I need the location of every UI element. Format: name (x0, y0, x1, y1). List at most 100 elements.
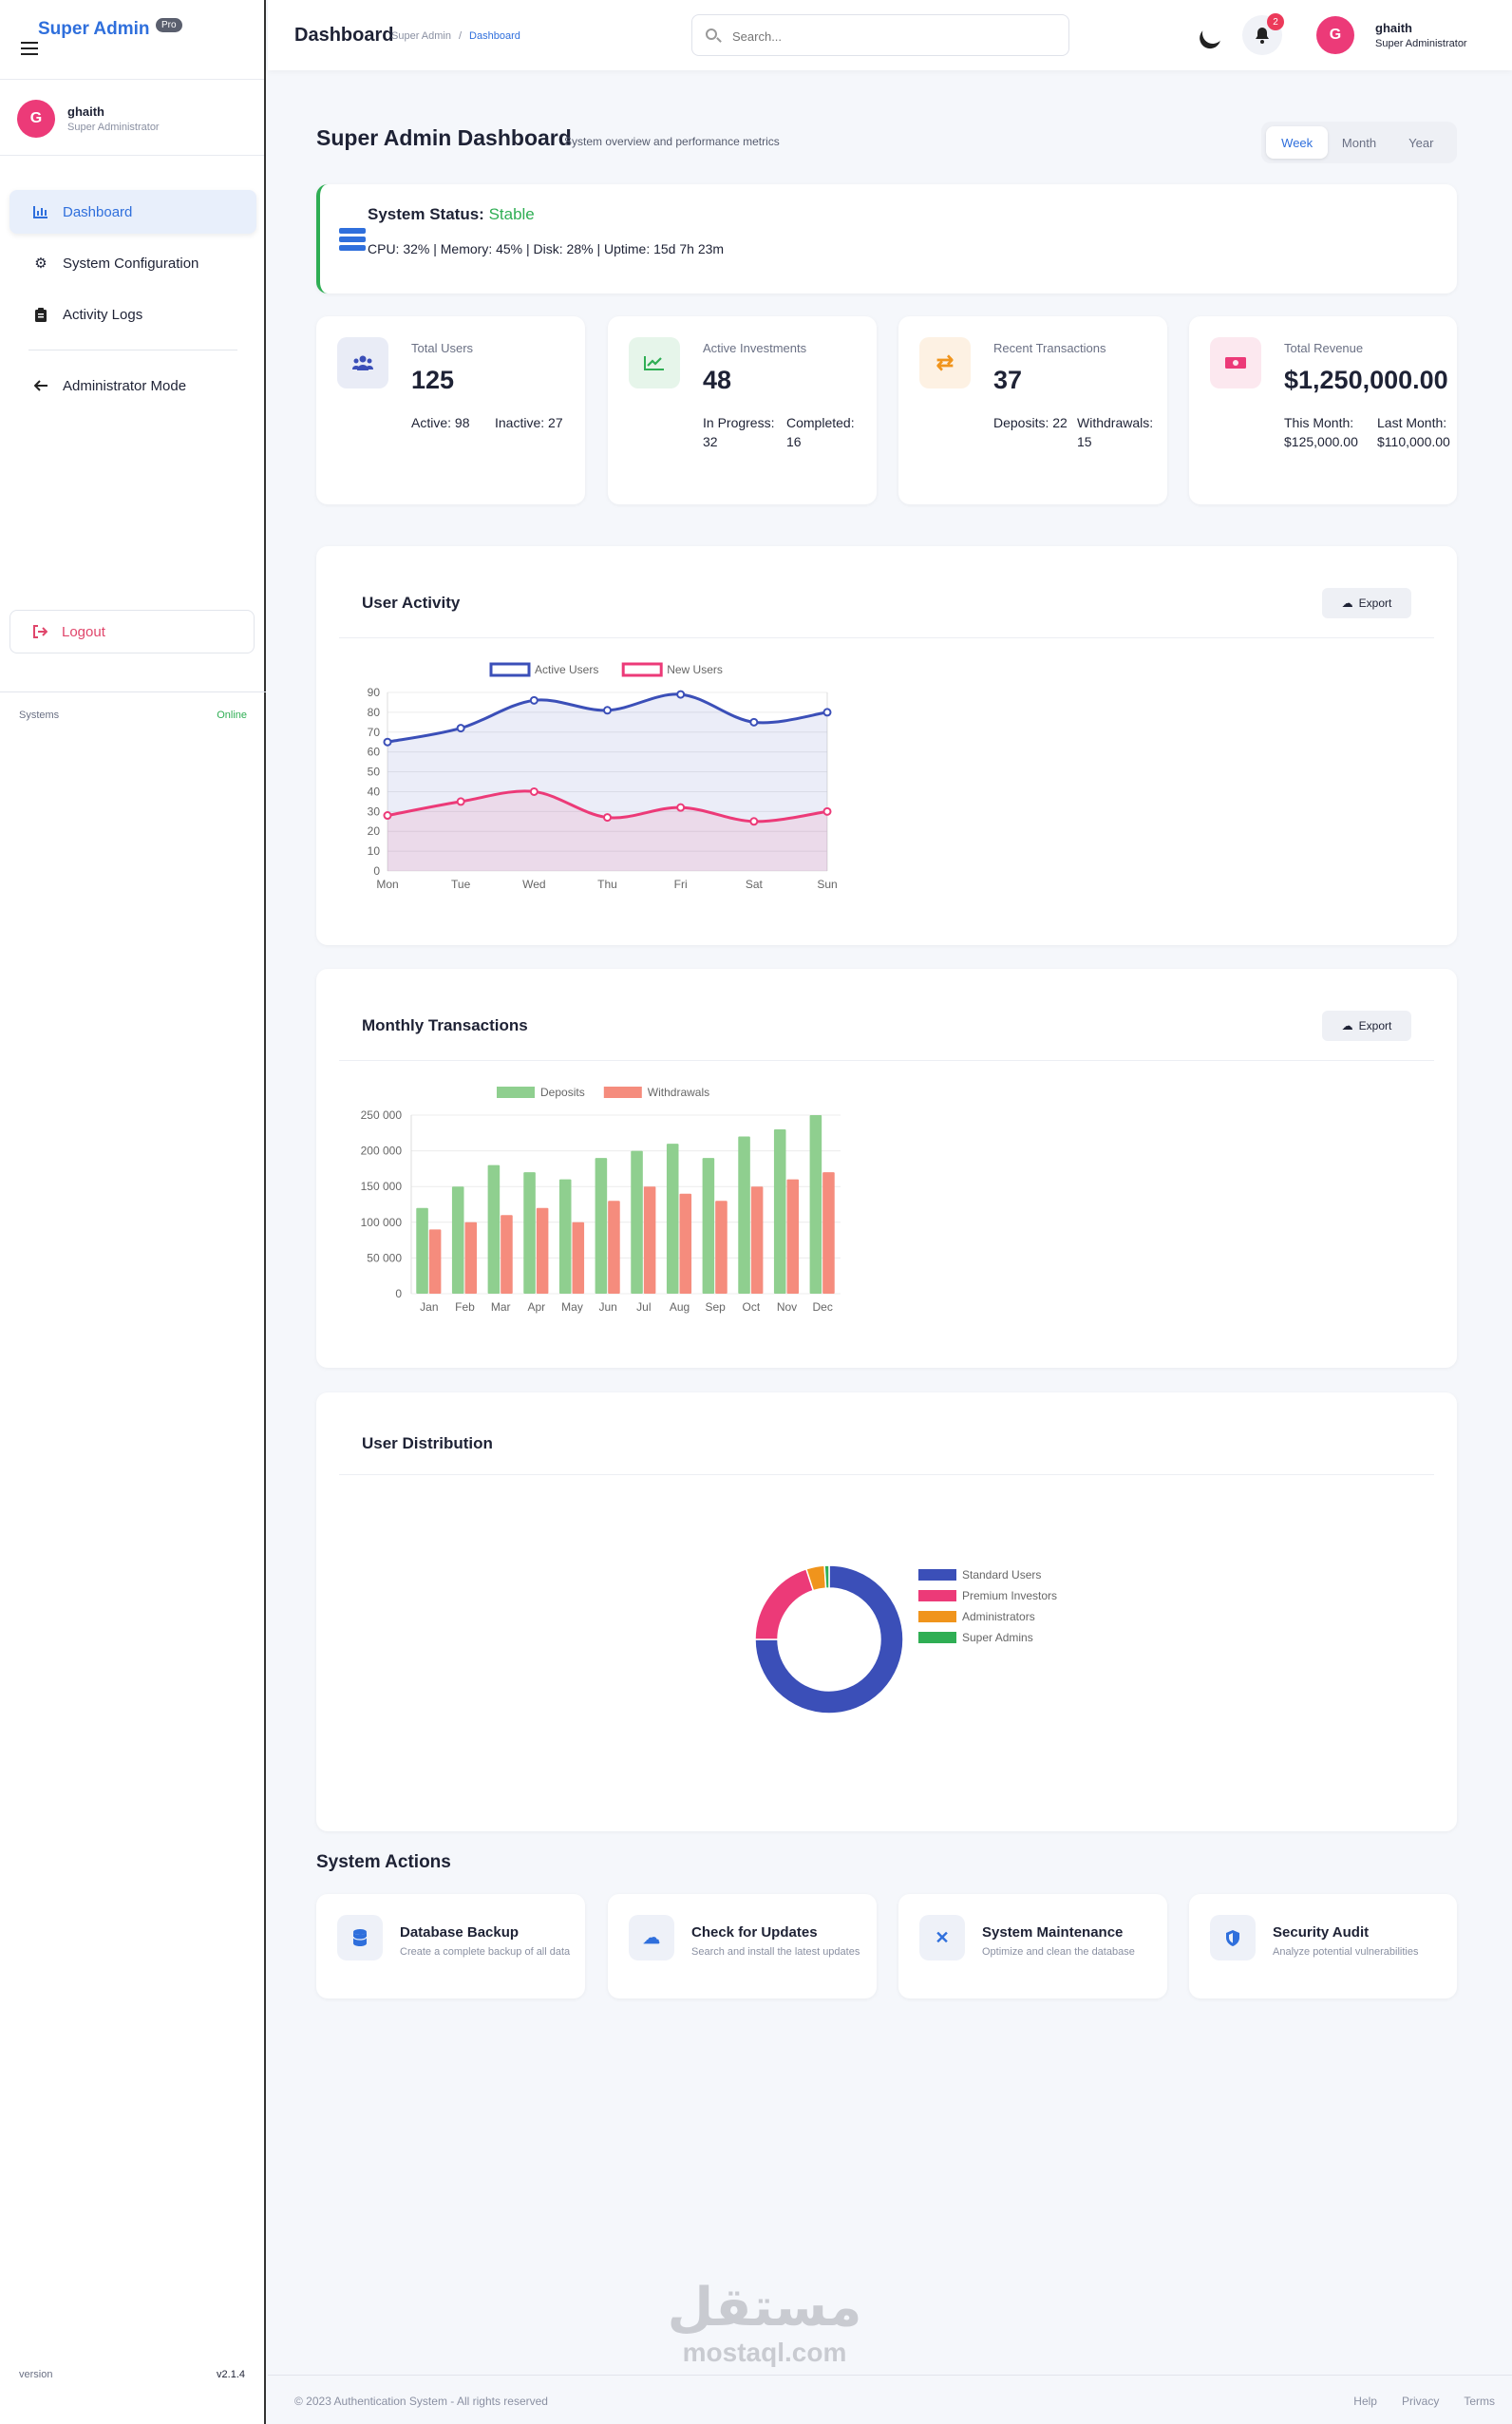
stat-breakdown: In Progress: 32 Completed: 16 (703, 413, 862, 451)
legend-label: Standard Users (962, 1568, 1041, 1581)
version-value: v2.1.4 (217, 2369, 245, 2380)
breadcrumb-item[interactable]: Super Admin (391, 30, 451, 42)
y-tick-label: 250 000 (361, 1108, 403, 1122)
bar-deposits (702, 1158, 715, 1294)
legend-swatch (918, 1611, 956, 1622)
data-point (749, 717, 759, 727)
system-status-title: System Status: Stable (368, 205, 535, 224)
user-avatar[interactable]: G (1316, 16, 1354, 54)
bar-deposits (558, 1179, 572, 1294)
stat-card-total-users[interactable]: Total Users 125 Active: 98 Inactive: 27 (316, 316, 585, 504)
x-tick-label: Feb (455, 1300, 475, 1314)
action-security-audit[interactable]: Security Audit Analyze potential vulnera… (1189, 1894, 1457, 1998)
stat-sub-deposits: Deposits: 22 (993, 415, 1068, 430)
menu-toggle-icon[interactable] (21, 42, 38, 55)
money-icon (1210, 337, 1261, 388)
stat-card-recent-transactions[interactable]: ⇄ Recent Transactions 37 Deposits: 22 Wi… (898, 316, 1167, 504)
stat-label: Active Investments (703, 341, 807, 355)
system-status-row: Systems Online (0, 691, 266, 729)
x-tick-label: Thu (597, 878, 617, 891)
export-button[interactable]: ☁ Export (1322, 588, 1411, 618)
bar-deposits (523, 1172, 536, 1294)
cloud-download-icon: ☁ (1341, 597, 1353, 610)
watermark-arabic: مستقل (667, 2277, 862, 2339)
system-status-card: System Status: Stable CPU: 32% | Memory:… (316, 184, 1457, 294)
system-metrics: CPU: 32% | Memory: 45% | Disk: 28% | Upt… (368, 241, 725, 256)
legend-swatch (918, 1632, 956, 1643)
brand-name[interactable]: Super Admin (38, 19, 150, 39)
action-description: Optimize and clean the database (982, 1946, 1135, 1958)
topbar: Dashboard Super Admin / Dashboard 2 G ghai… (268, 0, 1512, 70)
stat-sub-in-progress: In Progress: 32 (703, 415, 775, 449)
footer-link-terms[interactable]: Terms (1464, 2395, 1495, 2408)
bar-withdrawals (679, 1193, 692, 1294)
footer-links: Help Privacy Terms (1353, 2395, 1495, 2408)
clipboard-icon (32, 306, 49, 323)
range-month-button[interactable]: Month (1341, 135, 1377, 150)
bar-deposits (487, 1165, 501, 1294)
action-description: Analyze potential vulnerabilities (1273, 1946, 1419, 1958)
sidebar-profile: G ghaith Super Administrator (0, 80, 264, 156)
user-role: Super Administrator (1375, 38, 1467, 49)
y-tick-label: 0 (373, 864, 380, 878)
range-year-button[interactable]: Year (1408, 135, 1434, 150)
footer-link-help[interactable]: Help (1353, 2395, 1377, 2408)
data-point (456, 724, 465, 733)
sidebar-item-administrator-mode[interactable]: Administrator Mode (9, 364, 256, 407)
gears-icon: ⚙ (34, 256, 47, 272)
bar-withdrawals (750, 1186, 764, 1294)
panel-title: Monthly Transactions (362, 1016, 528, 1034)
users-icon (337, 337, 388, 388)
search-icon (706, 28, 717, 40)
sidebar-item-label: Administrator Mode (63, 377, 187, 394)
stat-card-total-revenue[interactable]: Total Revenue $1,250,000.00 This Month: … (1189, 316, 1457, 504)
cloud-download-icon: ☁ (1341, 1019, 1353, 1032)
search-input[interactable] (732, 25, 1055, 47)
sign-out-icon (31, 623, 48, 640)
x-tick-label: Jun (598, 1300, 616, 1314)
stat-card-active-investments[interactable]: Active Investments 48 In Progress: 32 Co… (608, 316, 877, 504)
time-range-toggle: Week Month Year (1261, 122, 1457, 163)
panel-divider (339, 637, 1434, 638)
bar-withdrawals (786, 1179, 800, 1294)
stat-label: Total Revenue (1284, 341, 1364, 355)
action-check-for-updates[interactable]: ☁ Check for Updates Search and install t… (608, 1894, 877, 1998)
y-tick-label: 40 (368, 785, 381, 798)
avatar[interactable]: G (17, 100, 55, 138)
range-week-button[interactable]: Week (1266, 126, 1329, 159)
trend-up-icon (629, 337, 680, 388)
bar-withdrawals (464, 1221, 478, 1294)
logout-button[interactable]: Logout (9, 610, 255, 653)
y-tick-label: 10 (368, 844, 381, 858)
series-area (387, 693, 827, 871)
export-button[interactable]: ☁ Export (1322, 1011, 1411, 1041)
bar-deposits (773, 1129, 786, 1294)
user-name[interactable]: ghaith (1375, 21, 1412, 35)
stat-breakdown: Deposits: 22 Withdrawals: 15 (993, 413, 1153, 451)
system-status-label: Systems (19, 710, 60, 721)
footer-link-privacy[interactable]: Privacy (1401, 2395, 1440, 2408)
monthly-transactions-panel: Monthly Transactions ☁ Export 0 50 000 100… (316, 969, 1457, 1368)
moon-icon[interactable] (1199, 19, 1227, 47)
x-tick-label: Wed (522, 878, 545, 891)
y-tick-label: 60 (368, 746, 381, 759)
action-system-maintenance[interactable]: ✕ System Maintenance Optimize and clean … (898, 1894, 1167, 1998)
brand-header: Super Admin Pro (0, 0, 264, 80)
stat-sub-last-month: Last Month: $110,000.00 (1377, 415, 1450, 449)
sidebar-item-system-configuration[interactable]: ⚙ System Configuration (9, 241, 256, 285)
bar-withdrawals (572, 1221, 585, 1294)
legend-swatch (621, 662, 663, 677)
data-point (383, 737, 392, 747)
legend-label: Super Admins (962, 1631, 1033, 1644)
action-title: Security Audit (1273, 1924, 1370, 1941)
sidebar-item-activity-logs[interactable]: Activity Logs (9, 293, 256, 336)
profile-name: ghaith (67, 104, 104, 119)
bar-withdrawals (501, 1215, 513, 1294)
system-status-value: Stable (488, 205, 535, 223)
action-database-backup[interactable]: Database Backup Create a complete backup… (316, 1894, 585, 1998)
sidebar-item-dashboard[interactable]: Dashboard (9, 190, 256, 234)
search-box (691, 14, 1069, 56)
copyright: © 2023 Authentication System - All right… (294, 2395, 548, 2408)
section-title: System Actions (316, 1852, 451, 1872)
data-point (676, 803, 686, 812)
